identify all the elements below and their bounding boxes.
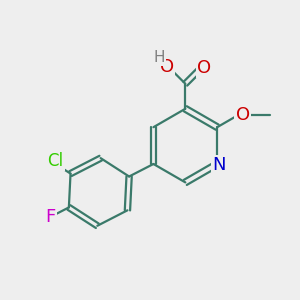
Text: O: O [197, 59, 212, 77]
Text: O: O [236, 106, 250, 124]
Text: N: N [212, 157, 226, 175]
Text: F: F [45, 208, 55, 226]
Text: O: O [160, 58, 174, 76]
Text: H: H [153, 50, 165, 65]
Text: Cl: Cl [48, 152, 64, 170]
